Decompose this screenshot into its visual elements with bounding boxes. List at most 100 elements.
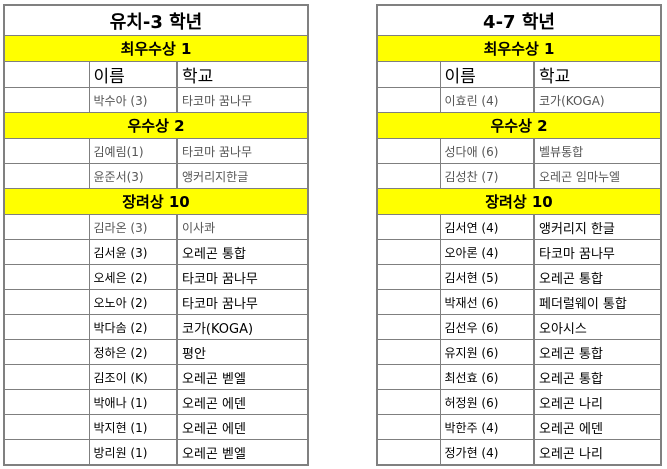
school-name: 오레곤 벧엘	[176, 364, 309, 390]
school-name: 코가(KOGA)	[176, 314, 309, 340]
award-header-row: 장려상 10	[376, 188, 662, 215]
blank-cell	[376, 138, 441, 164]
blank-cell	[376, 163, 441, 189]
table-row: 이효린 (4) 코가(KOGA)	[376, 87, 662, 113]
school-name: 오레곤 에덴	[176, 389, 309, 415]
blank-cell	[3, 389, 90, 415]
table-row: 오노아 (2) 타코마 꿈나무	[3, 289, 309, 315]
student-name: 윤준서(3)	[88, 163, 178, 189]
blank-cell	[376, 289, 441, 315]
table-title: 4-7 학년	[376, 4, 662, 36]
award-title: 우수상 2	[376, 112, 662, 139]
student-name: 최선효 (6)	[439, 364, 535, 390]
student-name: 정가현 (4)	[439, 439, 535, 466]
student-name: 김성찬 (7)	[439, 163, 535, 189]
award-header-row: 우수상 2	[376, 112, 662, 139]
table-row: 정가현 (4) 오레곤 나리	[376, 439, 662, 466]
student-name: 성다애 (6)	[439, 138, 535, 164]
blank-cell	[3, 138, 90, 164]
blank-cell	[3, 214, 90, 240]
school-name: 타코마 꿈나무	[176, 138, 309, 164]
blank-cell	[3, 339, 90, 365]
blank-cell	[376, 87, 441, 113]
award-title: 우수상 2	[3, 112, 309, 139]
school-name: 오레곤 통합	[533, 339, 662, 365]
table-row: 김성찬 (7) 오레곤 임마누엘	[376, 163, 662, 189]
table-title: 유치-3 학년	[3, 4, 309, 36]
student-name: 박재선 (6)	[439, 289, 535, 315]
student-name: 김서연 (4)	[439, 214, 535, 240]
school-name: 타코마 꿈나무	[176, 264, 309, 290]
school-name: 오레곤 에덴	[176, 414, 309, 440]
school-name: 타코마 꿈나무	[176, 87, 309, 113]
blank-cell	[376, 389, 441, 415]
column-header-name: 이름	[439, 61, 535, 88]
blank-cell	[3, 439, 90, 466]
blank-cell	[3, 87, 90, 113]
table-row: 허정원 (6) 오레곤 나리	[376, 389, 662, 415]
student-name: 박수아 (3)	[88, 87, 178, 113]
blank-cell	[376, 214, 441, 240]
student-name: 허정원 (6)	[439, 389, 535, 415]
table-row: 최선효 (6) 오레곤 통합	[376, 364, 662, 390]
student-name: 정하은 (2)	[88, 339, 178, 365]
blank-cell	[3, 289, 90, 315]
school-name: 오레곤 에덴	[533, 414, 662, 440]
blank-cell	[376, 239, 441, 265]
school-name: 오레곤 통합	[176, 239, 309, 265]
blank-cell	[3, 239, 90, 265]
student-name: 김선우 (6)	[439, 314, 535, 340]
award-header-row: 최우수상 1	[3, 35, 309, 62]
table-row: 박다솜 (2) 코가(KOGA)	[3, 314, 309, 340]
blank-cell	[376, 339, 441, 365]
school-name: 오아시스	[533, 314, 662, 340]
column-header-row: 이름 학교	[376, 61, 662, 88]
student-name: 이효린 (4)	[439, 87, 535, 113]
table-row: 박한주 (4) 오레곤 에덴	[376, 414, 662, 440]
student-name: 박애나 (1)	[88, 389, 178, 415]
student-name: 유지원 (6)	[439, 339, 535, 365]
school-name: 오레곤 통합	[533, 264, 662, 290]
blank-cell	[3, 163, 90, 189]
award-title: 장려상 10	[3, 188, 309, 215]
school-name: 타코마 꿈나무	[176, 289, 309, 315]
school-name: 벨뷰통합	[533, 138, 662, 164]
award-header-row: 장려상 10	[3, 188, 309, 215]
blank-cell	[3, 264, 90, 290]
blank-cell	[3, 314, 90, 340]
school-name: 오레곤 통합	[533, 364, 662, 390]
column-header-school: 학교	[533, 61, 662, 88]
school-name: 오레곤 나리	[533, 389, 662, 415]
student-name: 김서윤 (3)	[88, 239, 178, 265]
table-row: 김서현 (5) 오레곤 통합	[376, 264, 662, 290]
table-row: 박수아 (3) 타코마 꿈나무	[3, 87, 309, 113]
school-name: 오레곤 벧엘	[176, 439, 309, 466]
blank-cell	[376, 61, 441, 88]
award-header-row: 최우수상 1	[376, 35, 662, 62]
award-header-row: 우수상 2	[3, 112, 309, 139]
blank-cell	[376, 439, 441, 466]
table-title-row: 4-7 학년	[376, 4, 662, 36]
student-name: 김예림(1)	[88, 138, 178, 164]
student-name: 김라온 (3)	[88, 214, 178, 240]
column-header-school: 학교	[176, 61, 309, 88]
award-table-k-3: 유치-3 학년 최우수상 1 이름 학교 박수아 (3) 타코마 꿈나무 우수상 2 김예림(…	[3, 4, 309, 466]
table-row: 김예림(1) 타코마 꿈나무	[3, 138, 309, 164]
award-table-4-7: 4-7 학년 최우수상 1 이름 학교 이효린 (4) 코가(KOGA) 우수상 2 성다애 …	[376, 4, 662, 466]
student-name: 박다솜 (2)	[88, 314, 178, 340]
blank-cell	[376, 314, 441, 340]
school-name: 페더럴웨이 통합	[533, 289, 662, 315]
school-name: 타코마 꿈나무	[533, 239, 662, 265]
table-row: 방리원 (1) 오레곤 벧엘	[3, 439, 309, 466]
blank-cell	[376, 414, 441, 440]
blank-cell	[3, 414, 90, 440]
table-row: 김라온 (3) 이사콰	[3, 214, 309, 240]
blank-cell	[3, 364, 90, 390]
student-name: 방리원 (1)	[88, 439, 178, 466]
award-title: 최우수상 1	[3, 35, 309, 62]
table-row: 정하은 (2) 평안	[3, 339, 309, 365]
table-row: 김서윤 (3) 오레곤 통합	[3, 239, 309, 265]
award-title: 장려상 10	[376, 188, 662, 215]
blank-cell	[3, 61, 90, 88]
student-name: 박한주 (4)	[439, 414, 535, 440]
